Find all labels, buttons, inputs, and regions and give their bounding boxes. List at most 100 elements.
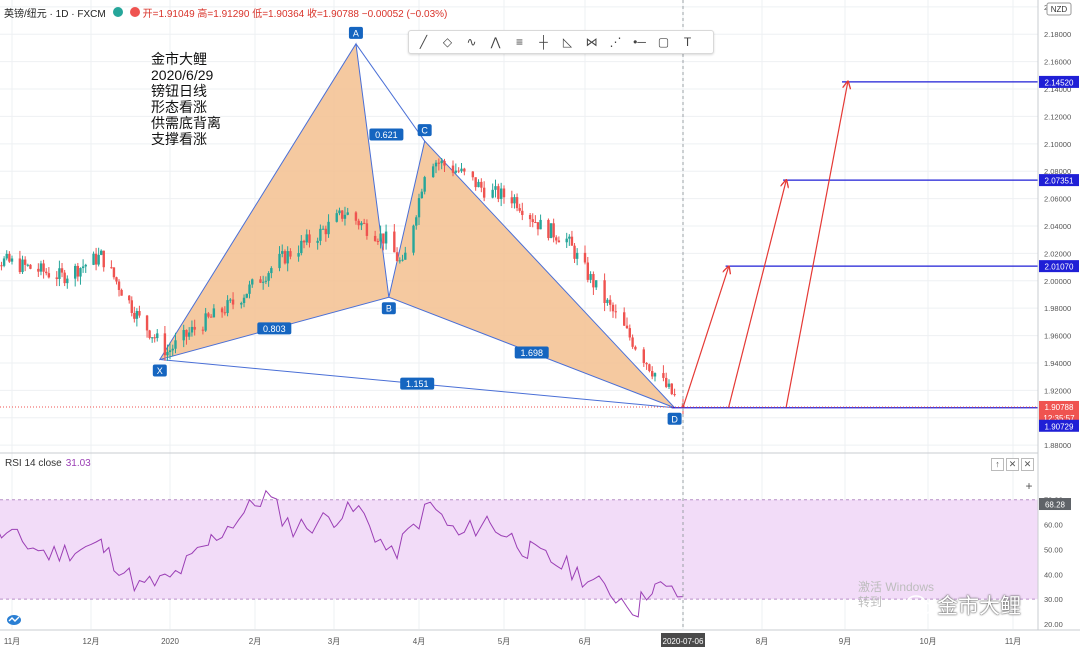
candle-body <box>201 329 205 331</box>
candle-body <box>457 170 460 172</box>
candle-body <box>341 210 344 219</box>
pattern-triangle-bcd <box>388 140 675 409</box>
candle-body <box>480 181 483 188</box>
trend-line-icon[interactable]: ╱ <box>419 35 428 49</box>
xabcd-pattern-icon[interactable]: ◇ <box>442 35 453 49</box>
watermark-line-2: 转到 <box>858 595 883 609</box>
tradingview-logo-icon[interactable] <box>6 612 22 626</box>
level-badge-label: 1.90729 <box>1045 422 1074 431</box>
fib-retracement-icon[interactable]: ≡ <box>515 35 523 49</box>
candle-body <box>261 281 265 283</box>
text-icon[interactable]: T <box>683 35 692 49</box>
candle-body <box>190 326 194 333</box>
candle-body <box>417 198 421 218</box>
candle-body <box>471 171 475 178</box>
elliott-wave-icon[interactable]: ⋀ <box>490 35 501 49</box>
candle-body <box>45 271 48 274</box>
chart-annotation-note[interactable]: 金市大鲤 2020/6/29 镑钮日线 形态看涨 供需底背离 支撑看涨 <box>151 51 221 147</box>
level-badge <box>1039 75 1079 88</box>
candle-body <box>573 245 576 259</box>
candle-body <box>245 293 248 298</box>
candle-body <box>207 313 210 317</box>
brush-icon[interactable]: ∿ <box>466 35 477 49</box>
level-badge-label: 2.07351 <box>1045 177 1074 186</box>
projection-arrow[interactable] <box>682 267 729 408</box>
candle-body <box>242 297 246 304</box>
candle-body <box>47 273 51 278</box>
horizontal-ray-icon[interactable]: •─ <box>633 35 646 49</box>
ratio-label: 1.698 <box>520 348 543 358</box>
candle-body <box>673 394 676 396</box>
candle-body <box>58 268 61 280</box>
pane-drag-handle[interactable]: + <box>1025 479 1033 493</box>
candle-body <box>130 300 133 313</box>
level-badge <box>1039 174 1079 187</box>
candle-body <box>240 303 243 305</box>
projection-arrow[interactable] <box>785 82 848 408</box>
candle-body <box>651 371 654 377</box>
head-shoulders-icon[interactable]: ⋈ <box>585 35 598 49</box>
candle-body <box>302 240 306 243</box>
gann-fan-icon[interactable]: ◺ <box>562 35 573 49</box>
pane-maximize-button[interactable]: ✕ <box>1006 458 1019 471</box>
projection-arrows[interactable] <box>682 82 848 408</box>
pane-up-button[interactable]: ↑ <box>991 458 1004 471</box>
brand-name: 金市大鲤 <box>937 595 1021 618</box>
rectangle-icon[interactable]: ▢ <box>657 35 670 49</box>
currency-badge-bg[interactable] <box>1046 2 1072 16</box>
time-tick-label: 2月 <box>249 637 261 646</box>
rsi-label[interactable]: RSI 14 close <box>5 458 62 469</box>
candle-body <box>549 223 553 239</box>
candle-body <box>23 259 27 265</box>
candle-body <box>281 251 284 254</box>
candle-body <box>513 197 516 204</box>
watermark-line-1: 激活 Windows <box>858 580 935 594</box>
candle-body <box>55 277 58 280</box>
candle-body <box>536 222 540 230</box>
harmonic-pattern[interactable] <box>158 42 675 409</box>
candle-body <box>264 280 268 282</box>
price-tick-label: 1.98000 <box>1044 304 1071 313</box>
price-tick-label: 2.02000 <box>1044 249 1071 258</box>
price-tick-label: 2.12000 <box>1044 112 1071 121</box>
time-tick-label: 6月 <box>579 637 591 646</box>
currency-badge[interactable]: NZD <box>1051 5 1068 14</box>
candle-body <box>21 259 24 273</box>
projection-arrow[interactable] <box>727 181 787 408</box>
candle-body <box>286 251 289 264</box>
candle-body <box>150 337 154 339</box>
pattern-line-ac <box>355 43 426 142</box>
candle-body <box>502 188 506 198</box>
symbol-label[interactable]: 英镑/纽元 · 1D · FXCM <box>4 8 106 20</box>
fib-fan-icon[interactable]: ⋰ <box>609 35 622 49</box>
rsi-tick-label: 40.00 <box>1044 570 1063 579</box>
time-tick-label: 9月 <box>839 637 851 646</box>
candle-body <box>499 188 503 199</box>
current-date-badge <box>661 633 705 647</box>
candle-body <box>404 252 407 260</box>
candle-body <box>606 299 609 304</box>
price-tick-label: 2.06000 <box>1044 195 1071 204</box>
candle-body <box>94 253 98 265</box>
ratio-label-bg <box>369 128 404 141</box>
rsi-line <box>0 489 684 618</box>
candle-body <box>319 228 322 241</box>
candle-body <box>667 383 671 387</box>
ratio-label: 0.803 <box>263 324 286 334</box>
candle-body <box>37 268 40 272</box>
wechat-icon <box>906 595 932 615</box>
candle-body <box>182 329 185 341</box>
price-levels[interactable] <box>671 81 1038 409</box>
pane-close-button[interactable]: ✕ <box>1021 458 1034 471</box>
time-tick-label: 11月 <box>1005 637 1021 646</box>
ratio-label-bg <box>514 346 549 359</box>
candle-body <box>463 168 466 172</box>
cursor-line-icon[interactable]: ┼ <box>539 35 548 49</box>
candle-body <box>357 220 360 226</box>
point-label-x: X <box>157 366 163 376</box>
candle-body <box>354 212 358 221</box>
price-tick-label: 2.10000 <box>1044 140 1071 149</box>
candle-body <box>611 304 615 312</box>
